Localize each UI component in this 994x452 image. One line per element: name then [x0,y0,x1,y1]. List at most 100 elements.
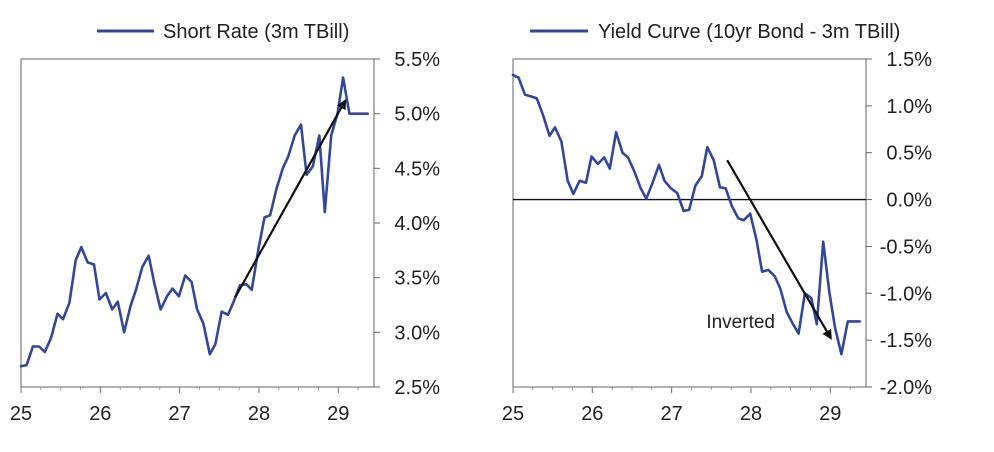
yield-curve-y-tick-label: 0.0% [886,190,932,212]
yield-curve-y-tick-label: 0.5% [886,143,932,165]
yield-curve-data-point [828,292,831,294]
short-rate-data-point [324,211,326,213]
yield-curve-data-point [713,159,715,161]
yield-curve-plot-frame [512,58,867,388]
short-rate-data-point [26,364,28,366]
yield-curve-data-point [579,180,581,182]
yield-curve-y-tick-label: -1.5% [880,330,932,352]
yield-curve-data-point [852,320,854,322]
short-rate-data-point [257,249,259,251]
short-rate-data-point [32,345,34,348]
yield-curve-x-tick-label: 26 [581,403,603,425]
short-rate-y-tick-label: 2.5% [394,377,440,399]
yield-curve-data-point [731,205,733,207]
short-rate-data-point [68,302,70,304]
short-rate-data-point [275,188,277,190]
short-rate-data-point [202,323,204,325]
yield-curve-data-point [719,186,721,188]
yield-curve-x-tick-label: 28 [740,403,762,425]
short-rate-data-point [214,343,216,345]
short-rate-data-point [269,214,271,216]
short-rate-data-point [282,167,284,169]
short-rate-data-point [98,298,101,301]
short-rate-data-point [348,113,350,115]
short-rate-x-tick-label: 29 [327,403,349,425]
yield-curve-data-point [548,135,551,137]
short-rate-data-point [330,134,332,137]
yield-curve-data-point [518,77,520,79]
short-rate-data-point [209,353,211,355]
yield-curve-data-point [663,180,666,182]
short-rate-series-line [19,76,369,368]
yield-curve-data-point [834,327,836,329]
yield-curve-data-point [554,126,556,128]
yield-curve-data-point [767,269,770,271]
yield-curve-data-point [627,156,629,158]
short-rate-data-point [111,308,113,310]
short-rate-x-axis: 25 26 27 28 29 [10,387,359,425]
yield-curve-data-point [658,164,660,166]
yield-curve-legend: Yield Curve (10yr Bond - 3m TBill) [530,21,900,43]
yield-curve-data-point [840,353,843,355]
yield-curve-data-point [792,323,794,325]
yield-curve-data-point [597,163,599,165]
short-rate-data-point [135,289,137,291]
short-rate-data-point [263,216,266,219]
inverted-annotation: Inverted [706,312,775,333]
yield-curve-data-point [524,94,526,96]
short-rate-data-point [171,288,174,290]
short-rate-data-point [306,174,308,176]
short-rate-data-point [239,284,241,286]
yield-curve-chart: Yield Curve (10yr Bond - 3m TBill) -2.0%… [502,21,932,425]
short-rate-x-tick-label: 26 [89,403,111,425]
yield-curve-data-point [542,114,544,116]
short-rate-data-point [141,266,143,268]
yield-curve-data-point [683,210,685,212]
yield-curve-data-point [749,213,751,215]
yield-curve-y-tick-label: -0.5% [880,236,932,258]
yield-curve-data-point [590,155,593,158]
yield-curve-data-point [701,175,703,177]
short-rate-data-point [123,331,125,333]
short-rate-data-point [233,301,235,303]
yield-curve-data-point [706,146,708,148]
short-rate-data-point [20,365,22,367]
yield-curve-data-point [688,209,690,211]
short-rate-data-point [300,124,302,126]
yield-curve-data-point [512,74,514,76]
yield-curve-data-point [603,156,605,158]
short-rate-data-point [294,134,296,137]
yield-curve-y-tick-label: 1.5% [886,49,932,71]
yield-curve-data-point [640,187,642,189]
yield-curve-data-point [567,180,569,182]
short-rate-data-point [148,255,150,257]
yield-curve-data-point [615,131,617,133]
short-rate-data-point [367,113,369,115]
short-rate-plot-frame [20,58,375,388]
short-rate-data-point [318,134,320,137]
yield-curve-data-point [847,320,849,322]
short-rate-data-point [93,263,95,266]
short-rate-x-tick-label: 27 [169,403,191,425]
short-rate-data-point [287,155,289,157]
yield-curve-data-point [761,271,763,273]
short-rate-y-tick-label: 5.5% [394,49,440,71]
short-rate-data-point [191,281,193,283]
yield-curve-data-point [621,152,624,154]
yield-curve-data-point [786,311,788,313]
short-rate-data-point [38,345,40,348]
short-rate-x-tick-label: 25 [10,403,32,425]
short-rate-data-point [251,289,253,291]
short-rate-data-point [80,246,82,248]
short-rate-data-point [153,282,155,284]
short-rate-data-point [184,274,186,277]
short-rate-legend: Short Rate (3m TBill) [97,21,349,43]
short-rate-data-point [56,313,59,315]
short-rate-data-point [62,318,64,320]
yield-curve-data-point [798,333,800,335]
yield-curve-y-tick-label: 1.0% [886,96,932,118]
short-rate-data-point [87,261,89,263]
short-rate-x-tick-label: 28 [248,403,270,425]
short-rate-data-point [178,295,180,297]
